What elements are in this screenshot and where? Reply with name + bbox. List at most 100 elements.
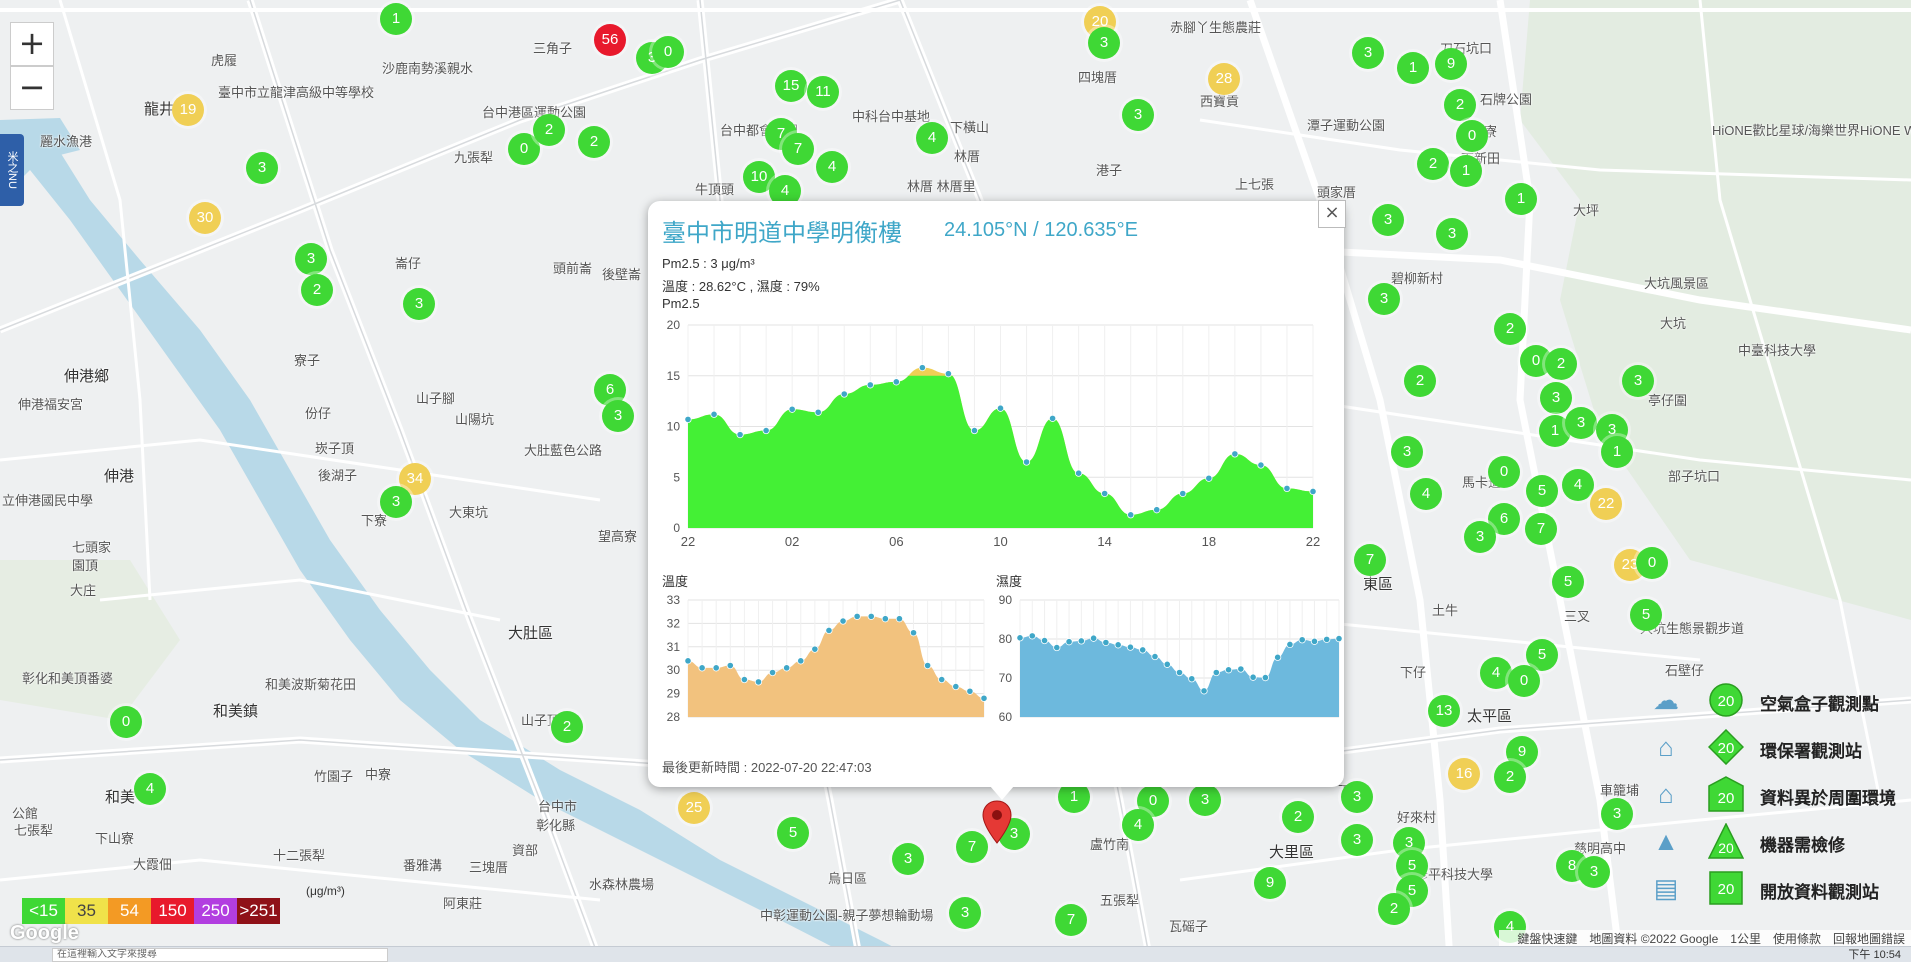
data-point[interactable]	[1335, 635, 1343, 643]
close-popup-button[interactable]: ×	[1318, 200, 1346, 228]
data-point[interactable]	[768, 668, 777, 677]
data-point[interactable]	[1077, 637, 1085, 645]
data-point[interactable]	[1261, 674, 1269, 682]
data-point[interactable]	[1274, 653, 1282, 661]
station-marker[interactable]: 3	[1352, 37, 1384, 69]
station-marker[interactable]: 9	[1254, 867, 1286, 899]
station-marker[interactable]: 5	[1526, 475, 1558, 507]
station-marker[interactable]: 7	[782, 133, 814, 165]
station-marker[interactable]: 3	[380, 486, 412, 518]
attribution-item[interactable]: 回報地圖錯誤	[1832, 932, 1905, 946]
station-marker[interactable]: 2	[1417, 148, 1449, 180]
data-point[interactable]	[698, 664, 706, 672]
station-marker[interactable]: 3	[246, 152, 278, 184]
data-point[interactable]	[1257, 461, 1265, 469]
data-point[interactable]	[924, 661, 932, 670]
data-point[interactable]	[1175, 668, 1184, 677]
data-point[interactable]	[1179, 489, 1187, 498]
data-point[interactable]	[1075, 469, 1083, 477]
data-point[interactable]	[1286, 640, 1294, 649]
station-marker[interactable]: 30	[189, 202, 221, 234]
data-point[interactable]	[1212, 668, 1220, 677]
attribution-item[interactable]: 地圖資料 ©2022 Google	[1589, 932, 1719, 946]
data-point[interactable]	[740, 675, 748, 684]
station-marker[interactable]: 3	[1436, 218, 1468, 250]
attribution-item[interactable]: 鍵盤快速鍵	[1517, 932, 1578, 946]
station-marker[interactable]: 3	[1601, 798, 1633, 830]
station-marker[interactable]: 3	[295, 243, 327, 275]
station-marker[interactable]: 3	[403, 288, 435, 320]
data-point[interactable]	[1101, 489, 1109, 498]
attribution-item[interactable]: 1公里	[1730, 932, 1761, 946]
data-point[interactable]	[970, 426, 979, 435]
data-point[interactable]	[944, 370, 953, 378]
attribution-item[interactable]: 使用條款	[1772, 932, 1821, 946]
taskbar-search-input[interactable]: 在這裡輸入文字來搜尋	[52, 948, 388, 962]
data-point[interactable]	[1224, 666, 1233, 674]
station-marker[interactable]: 3	[1540, 382, 1572, 414]
station-marker[interactable]: 3	[1391, 436, 1423, 468]
data-point[interactable]	[814, 408, 822, 416]
station-marker[interactable]: 22	[1590, 488, 1622, 520]
station-marker[interactable]: 28	[1208, 63, 1240, 95]
station-marker[interactable]: 2	[533, 114, 565, 146]
data-point[interactable]	[1127, 511, 1135, 519]
station-marker[interactable]: 25	[678, 792, 710, 824]
station-marker[interactable]: 7	[1525, 513, 1557, 545]
station-marker[interactable]: 3	[602, 400, 634, 432]
data-point[interactable]	[966, 687, 974, 695]
station-marker[interactable]: 2	[1494, 313, 1526, 345]
station-marker[interactable]: 0	[1456, 120, 1488, 152]
data-point[interactable]	[1249, 673, 1257, 681]
station-marker[interactable]: 2	[1404, 365, 1436, 397]
data-point[interactable]	[1231, 450, 1239, 458]
data-point[interactable]	[1022, 458, 1031, 466]
data-point[interactable]	[1102, 638, 1110, 647]
data-point[interactable]	[1237, 665, 1245, 673]
data-point[interactable]	[1163, 660, 1171, 668]
station-marker[interactable]: 7	[1354, 544, 1386, 576]
data-point[interactable]	[895, 615, 904, 623]
station-marker[interactable]: 1	[1539, 415, 1571, 447]
data-point[interactable]	[783, 664, 791, 672]
zoom-out-button[interactable]: −	[10, 66, 54, 110]
data-point[interactable]	[918, 364, 926, 372]
station-marker[interactable]: 4	[1562, 469, 1594, 501]
data-point[interactable]	[1053, 643, 1061, 652]
station-marker[interactable]: 4	[1122, 809, 1154, 841]
data-point[interactable]	[1283, 484, 1291, 493]
data-point[interactable]	[909, 629, 918, 637]
station-marker[interactable]: 2	[1444, 89, 1476, 121]
data-point[interactable]	[1048, 414, 1057, 422]
station-marker[interactable]: 3	[949, 897, 981, 929]
station-marker[interactable]: 1	[1397, 52, 1429, 84]
station-marker[interactable]: 56	[594, 24, 626, 56]
station-marker[interactable]: 3	[1368, 283, 1400, 315]
station-marker[interactable]: 1	[1450, 155, 1482, 187]
station-marker[interactable]: 3	[1578, 856, 1610, 888]
data-point[interactable]	[1188, 675, 1196, 683]
data-point[interactable]	[1310, 637, 1319, 645]
station-marker[interactable]: 4	[816, 151, 848, 183]
station-marker[interactable]: 5	[1630, 599, 1662, 631]
data-point[interactable]	[952, 682, 960, 691]
data-point[interactable]	[684, 657, 692, 665]
station-marker[interactable]: 3	[1565, 407, 1597, 439]
station-marker[interactable]: 3	[1464, 521, 1496, 553]
data-point[interactable]	[1040, 636, 1049, 645]
station-marker[interactable]: 7	[1055, 904, 1087, 936]
station-marker[interactable]: 3	[1122, 99, 1154, 131]
data-point[interactable]	[825, 626, 833, 635]
data-point[interactable]	[853, 612, 861, 620]
data-point[interactable]	[1065, 638, 1073, 646]
data-point[interactable]	[839, 617, 847, 625]
data-point[interactable]	[1309, 487, 1317, 496]
station-marker[interactable]: 5	[1526, 639, 1558, 671]
station-marker[interactable]: 19	[172, 94, 204, 126]
station-marker[interactable]: 1	[1601, 436, 1633, 468]
station-marker[interactable]: 4	[1480, 657, 1512, 689]
station-marker[interactable]: 3	[892, 843, 924, 875]
data-point[interactable]	[684, 415, 692, 423]
station-marker[interactable]: 3	[1189, 784, 1221, 816]
data-point[interactable]	[736, 431, 744, 439]
